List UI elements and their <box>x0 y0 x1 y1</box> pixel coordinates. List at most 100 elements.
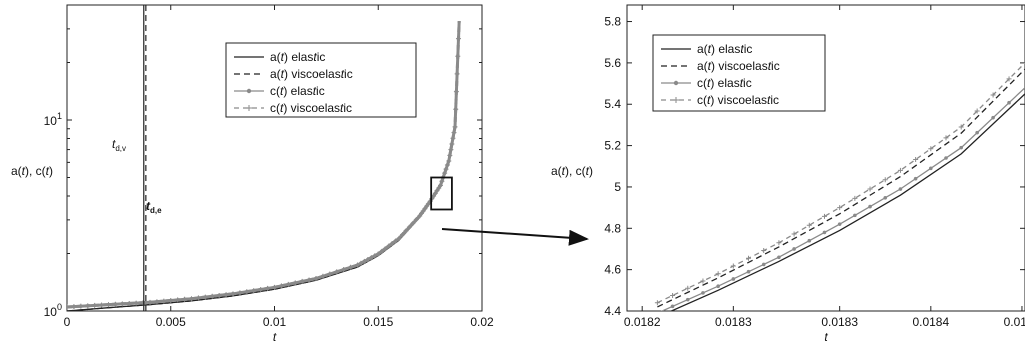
series-marker <box>807 238 812 243</box>
x-tick-label: 0.0184 <box>1004 315 1025 329</box>
legend-marker <box>673 97 679 103</box>
legend-label: c(t) elastic <box>270 84 325 98</box>
series-marker <box>898 187 903 191</box>
legend-marker <box>246 88 252 94</box>
series-marker <box>991 115 995 120</box>
x-tick-label: 0.01 <box>263 315 287 329</box>
y-tick-label: 5.8 <box>604 15 621 29</box>
series-marker <box>327 271 333 277</box>
series-marker <box>852 195 858 201</box>
x-tick-label: 0 <box>64 315 71 329</box>
series-marker <box>368 255 374 261</box>
series-marker <box>700 278 706 284</box>
legend-label: a(t) viscoelastic <box>270 67 353 81</box>
series-marker <box>746 255 752 261</box>
series-marker <box>299 278 305 284</box>
series-marker <box>958 124 964 130</box>
legend-label: c(t) viscoelastic <box>697 93 779 107</box>
x-tick-label: 0.0183 <box>821 315 858 329</box>
series-marker <box>448 147 454 153</box>
right-plot: 0.0182 0.0183 0.0183 0.0184 0.0184 4.4 4.6 4.8 5… <box>551 4 1025 344</box>
series-marker <box>442 170 448 176</box>
series-marker <box>410 220 416 226</box>
series-marker <box>806 222 812 228</box>
series-marker <box>92 302 98 308</box>
series-marker <box>432 190 438 196</box>
series-marker <box>168 298 174 304</box>
x-tick-label: 0.005 <box>156 315 186 329</box>
y-tick-label: 5.4 <box>604 97 621 111</box>
series-marker <box>882 177 888 183</box>
series-marker <box>975 130 979 135</box>
series-marker <box>670 304 675 309</box>
series-marker <box>182 296 188 302</box>
series-marker <box>453 106 459 112</box>
x-tick-label: 0.0184 <box>912 315 949 329</box>
x-tick-label: 0.0183 <box>715 315 752 329</box>
y-tick-label: 4.8 <box>604 221 621 235</box>
series-marker <box>358 260 364 266</box>
series-marker <box>701 291 705 295</box>
series-marker <box>189 296 194 302</box>
x-tick-label: 0.015 <box>363 315 393 329</box>
y-tick-label: 5 <box>614 180 621 194</box>
series-marker <box>361 258 367 264</box>
y-axis-label: a(t), c(t) <box>551 164 593 178</box>
series-marker <box>974 108 980 114</box>
series-marker <box>716 284 720 288</box>
series-marker <box>272 284 277 290</box>
series-marker <box>455 36 461 42</box>
series-marker <box>396 235 402 241</box>
series-marker <box>292 280 298 286</box>
series-marker <box>140 300 146 306</box>
series-marker <box>406 224 412 230</box>
series-marker <box>731 277 736 281</box>
series-marker <box>685 297 690 302</box>
series-marker <box>777 255 781 260</box>
legend-marker <box>673 80 679 86</box>
series-marker <box>990 92 996 98</box>
series-marker <box>244 289 250 295</box>
series-marker <box>685 285 691 291</box>
series-marker <box>334 269 340 275</box>
legend-label: a(t) elastic <box>270 50 325 64</box>
series-marker <box>837 222 842 226</box>
series-marker <box>355 262 360 268</box>
y-tick-label: 101 <box>44 111 62 128</box>
zoom-arrow <box>441 228 589 246</box>
legend-label: c(t) elastic <box>697 76 752 90</box>
series-marker <box>450 135 456 141</box>
series-marker <box>285 281 291 287</box>
series-marker <box>730 263 736 269</box>
series-marker <box>365 256 371 262</box>
series-line <box>657 68 1025 308</box>
y-axis-label: a(t), c(t) <box>11 164 53 178</box>
series-marker <box>399 232 405 238</box>
series-marker <box>237 290 243 296</box>
series-marker <box>791 231 797 237</box>
series-marker <box>67 304 70 310</box>
series-marker <box>320 273 326 279</box>
series-marker <box>913 176 918 181</box>
series-marker <box>837 205 843 211</box>
series-marker <box>372 253 378 259</box>
series-marker <box>447 152 453 158</box>
series-marker <box>386 243 392 249</box>
legend-label: a(t) elastic <box>697 42 752 56</box>
series-marker <box>106 302 111 308</box>
series-marker <box>306 277 312 283</box>
series-marker <box>1006 76 1012 82</box>
series-marker <box>913 157 919 163</box>
series-marker <box>761 248 767 254</box>
series-marker <box>278 283 284 289</box>
series-marker <box>209 293 215 299</box>
legend-label: c(t) viscoelastic <box>270 101 352 115</box>
series-marker <box>438 182 443 188</box>
legend <box>652 34 826 112</box>
annotation-label: td,e <box>146 199 162 215</box>
legend-marker <box>246 105 252 111</box>
series-marker <box>99 302 105 308</box>
y-tick-label: 4.4 <box>604 304 621 318</box>
series-marker <box>341 267 347 273</box>
